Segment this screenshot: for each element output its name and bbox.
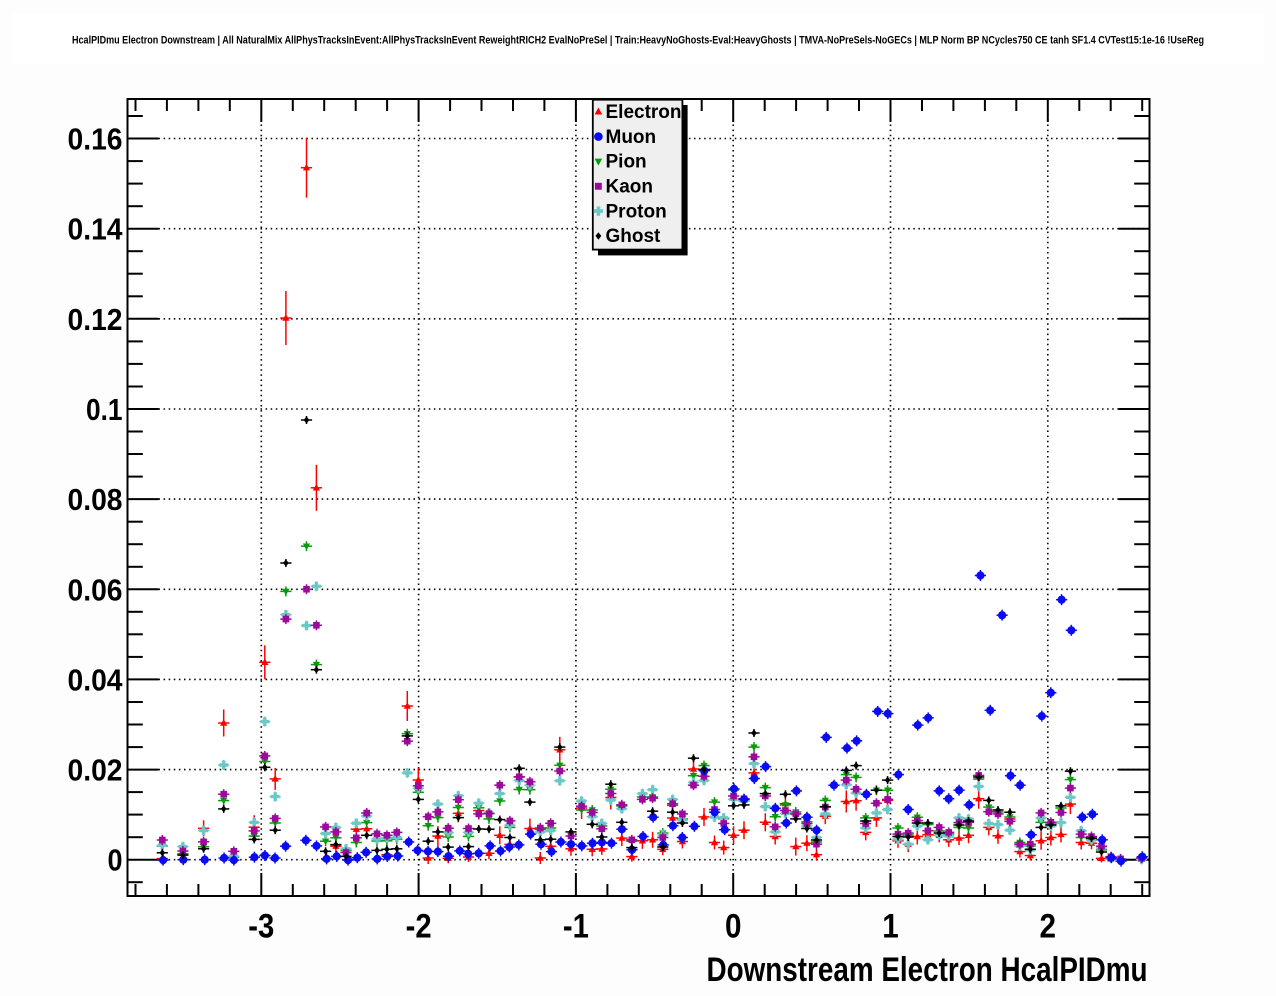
svg-text:0.12: 0.12 (68, 302, 123, 337)
svg-text:0.16: 0.16 (68, 122, 123, 157)
svg-text:0: 0 (725, 908, 742, 946)
svg-text:Proton: Proton (606, 201, 667, 222)
svg-text:0.04: 0.04 (68, 662, 124, 697)
svg-text:-3: -3 (248, 908, 274, 946)
svg-text:0.06: 0.06 (68, 572, 123, 607)
svg-text:Muon: Muon (606, 127, 657, 148)
svg-text:Kaon: Kaon (606, 177, 654, 198)
svg-text:1: 1 (882, 908, 899, 946)
svg-text:Pion: Pion (606, 152, 647, 173)
svg-text:HcalPIDmu Electron Downstream: HcalPIDmu Electron Downstream | All Natu… (72, 35, 1204, 47)
svg-text:2: 2 (1040, 908, 1057, 946)
svg-text:-1: -1 (563, 908, 589, 946)
svg-text:0.1: 0.1 (86, 392, 123, 427)
svg-text:Electron: Electron (606, 102, 682, 123)
svg-text:Ghost: Ghost (606, 226, 662, 247)
svg-text:0: 0 (108, 843, 123, 878)
svg-text:Downstream Electron HcalPIDmu: Downstream Electron HcalPIDmu (707, 951, 1148, 989)
svg-text:-2: -2 (406, 908, 432, 946)
svg-text:0.08: 0.08 (68, 482, 123, 517)
svg-text:0.02: 0.02 (68, 753, 123, 788)
svg-text:0.14: 0.14 (68, 212, 124, 247)
